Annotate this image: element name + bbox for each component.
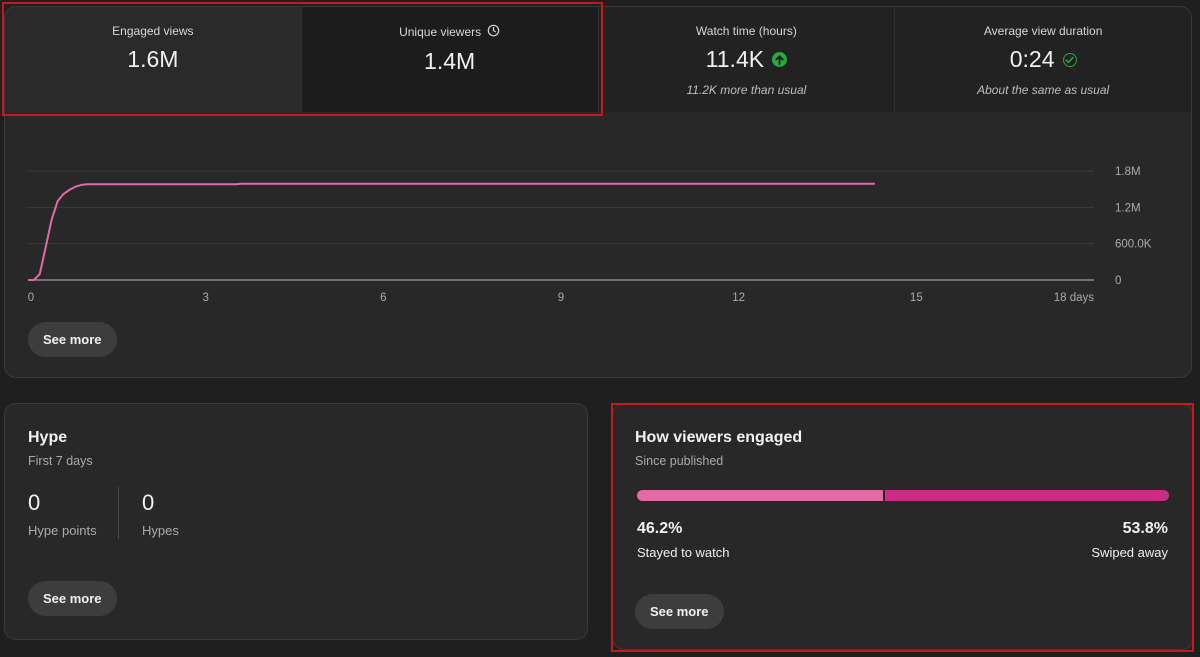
x-tick-label: 18 days (1054, 292, 1095, 304)
views-series-line (28, 182, 875, 281)
engagement-card: How viewers engaged Since published 46.2… (612, 403, 1194, 650)
metric-note: 11.2K more than usual (686, 83, 807, 97)
stayed-label: Stayed to watch (637, 545, 730, 560)
swiped-away-bar (885, 490, 1169, 501)
metric-value: 11.4K (705, 46, 765, 72)
metric-note: About the same as usual (977, 83, 1110, 97)
metric-engaged-views[interactable]: Engaged views 1.6M (5, 7, 302, 112)
metric-value: 1.6M (127, 46, 179, 72)
arrow-up-icon (772, 52, 788, 67)
hypes-value: 0 (142, 490, 155, 515)
metric-avg-view-duration[interactable]: Average view duration 0:24 About the sam… (895, 7, 1191, 112)
metric-value: 1.4M (424, 48, 476, 74)
check-circle-icon (1062, 52, 1077, 67)
hype-points-label: Hype points (28, 523, 97, 538)
y-tick-label: 0 (1115, 275, 1121, 287)
overview-card: Engaged views 1.6M Unique viewers 1.4M W… (4, 6, 1192, 378)
y-tick-label: 1.2M (1115, 202, 1141, 214)
stayed-percent: 46.2% (637, 520, 683, 537)
metric-label: Engaged views (112, 24, 194, 38)
stat-divider (118, 487, 119, 539)
metric-watch-time[interactable]: Watch time (hours) 11.4K 11.2K more than… (598, 7, 896, 112)
x-tick-label: 6 (380, 292, 386, 304)
x-tick-label: 9 (558, 292, 564, 304)
card-subtitle: First 7 days (28, 454, 93, 468)
x-tick-label: 12 (732, 292, 745, 304)
hype-points-value: 0 (28, 490, 41, 515)
see-more-button[interactable]: See more (28, 322, 117, 357)
metric-label: Watch time (hours) (695, 24, 797, 38)
hypes-label: Hypes (142, 523, 179, 538)
swiped-label: Swiped away (1091, 545, 1168, 560)
card-subtitle: Since published (635, 454, 724, 468)
metric-value: 0:24 (1009, 46, 1055, 72)
metric-tabs: Engaged views 1.6M Unique viewers 1.4M W… (5, 7, 1191, 112)
views-line-chart: 1.8M 1.2M 600.0K 0 0 3 6 9 12 15 18 days (28, 166, 1152, 304)
x-tick-label: 0 (28, 292, 34, 304)
stayed-to-watch-bar (637, 490, 883, 501)
hype-card: Hype First 7 days 0 Hype points 0 Hypes … (4, 403, 588, 640)
y-tick-label: 1.8M (1115, 166, 1141, 178)
card-title: Hype (28, 429, 68, 446)
see-more-button[interactable]: See more (635, 594, 724, 629)
metric-label: Average view duration (983, 24, 1103, 38)
clock-icon[interactable] (487, 24, 500, 40)
x-tick-label: 15 (910, 292, 923, 304)
see-more-button[interactable]: See more (28, 581, 117, 616)
metric-unique-viewers[interactable]: Unique viewers 1.4M (301, 7, 599, 112)
metric-label: Unique viewers (399, 25, 482, 39)
swiped-percent: 53.8% (1122, 520, 1168, 537)
card-title: How viewers engaged (635, 429, 803, 446)
x-tick-label: 3 (202, 292, 208, 304)
y-tick-label: 600.0K (1115, 239, 1152, 251)
